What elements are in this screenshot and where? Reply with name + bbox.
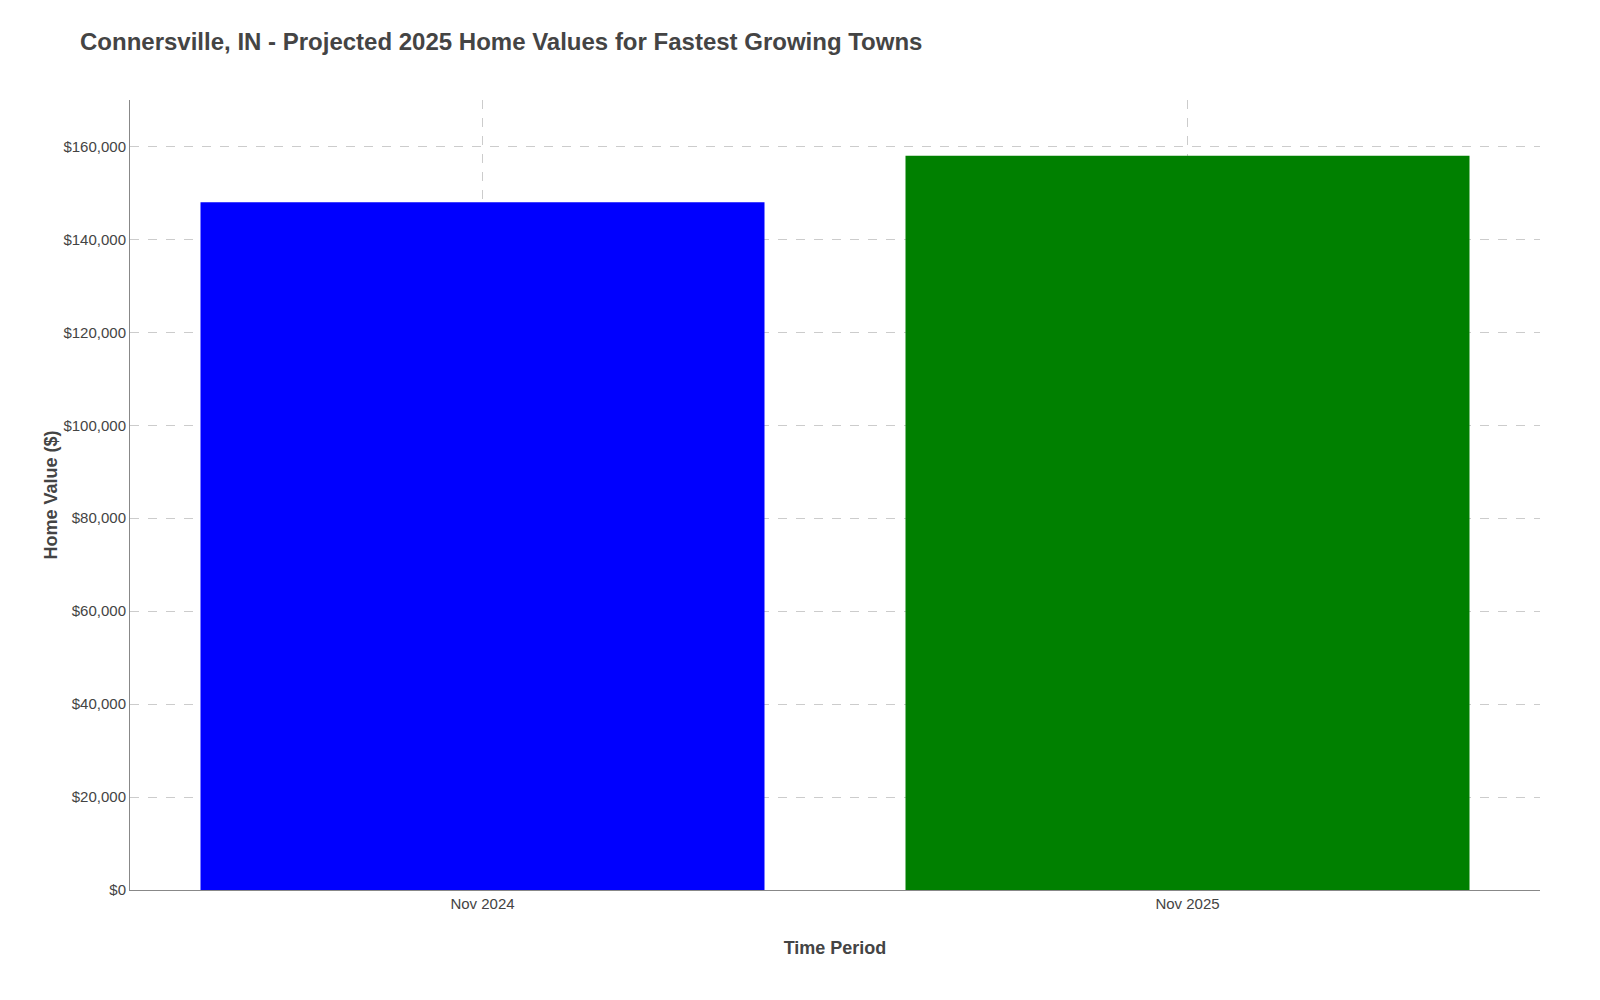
svg-text:Nov 2024: Nov 2024 [450,895,514,912]
svg-text:$20,000: $20,000 [72,788,126,805]
svg-text:$160,000: $160,000 [63,138,126,155]
svg-text:Home Value ($): Home Value ($) [41,430,61,559]
svg-text:$0: $0 [109,881,126,898]
svg-text:Connersville, IN - Projected 2: Connersville, IN - Projected 2025 Home V… [80,28,922,55]
svg-text:Time Period: Time Period [784,938,887,958]
svg-text:$40,000: $40,000 [72,695,126,712]
svg-text:$120,000: $120,000 [63,324,126,341]
svg-text:$80,000: $80,000 [72,509,126,526]
svg-text:$60,000: $60,000 [72,602,126,619]
svg-text:$100,000: $100,000 [63,417,126,434]
svg-text:$140,000: $140,000 [63,231,126,248]
svg-text:Nov 2025: Nov 2025 [1155,895,1219,912]
